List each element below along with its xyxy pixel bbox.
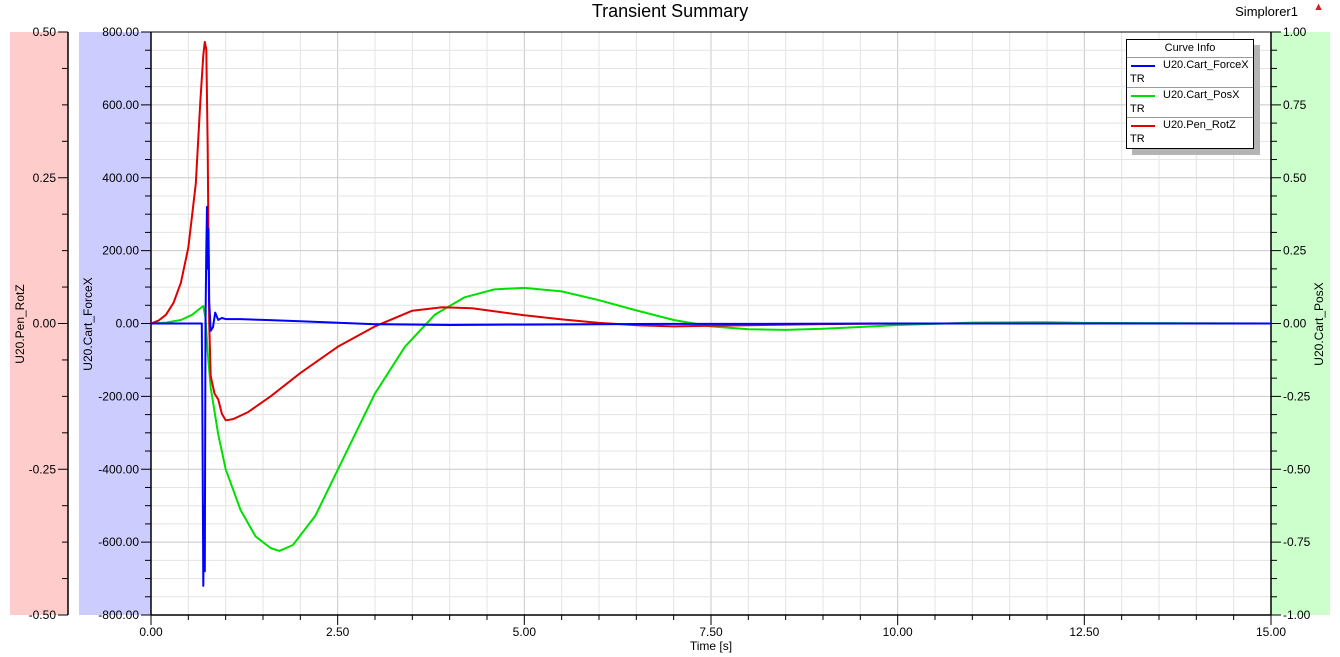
y-tick-label: -0.75 [1283, 535, 1311, 549]
x-tick-label: 0.00 [139, 625, 163, 639]
legend-item-sub: TR [1130, 103, 1145, 115]
legend-item-sub: TR [1130, 73, 1145, 85]
y-tick-label: -400.00 [98, 462, 139, 476]
y-tick-label: 1.00 [1283, 25, 1307, 39]
curve-info-legend[interactable]: Curve Info U20.Cart_ForceX TR U20.Cart_P… [1126, 39, 1254, 149]
forcex-axis-band [79, 32, 151, 615]
x-tick-label: 10.00 [883, 625, 913, 639]
y-tick-label: 0.00 [116, 317, 140, 331]
x-tick-label: 7.50 [699, 625, 723, 639]
y-tick-label: 600.00 [102, 98, 139, 112]
y-tick-label: -200.00 [98, 389, 139, 403]
legend-item-pen-rotz[interactable]: U20.Pen_RotZ TR [1127, 118, 1253, 148]
y-tick-label: 0.00 [33, 317, 57, 331]
y-tick-label: -1.00 [1283, 608, 1311, 622]
y-tick-label: 0.25 [33, 171, 57, 185]
legend-item-label: U20.Cart_ForceX [1163, 59, 1249, 71]
y-tick-label: -0.25 [29, 462, 57, 476]
y-tick-label: 0.25 [1283, 244, 1307, 258]
legend-item-label: U20.Cart_PosX [1163, 89, 1240, 101]
y-tick-label: -0.50 [29, 608, 57, 622]
y-tick-label: 400.00 [102, 171, 139, 185]
warning-triangle-icon[interactable]: ▲ [1313, 1, 1324, 13]
blue-line-swatch-icon [1131, 65, 1155, 67]
y-tick-label: -600.00 [98, 535, 139, 549]
y-tick-label: -800.00 [98, 608, 139, 622]
y-axis-title-forcex: U20.Cart_ForceX [81, 277, 95, 370]
chart-title: Transient Summary [591, 1, 749, 21]
y-axis-title-rotz: U20.Pen_RotZ [13, 284, 27, 363]
red-line-swatch-icon [1131, 125, 1155, 127]
green-line-swatch-icon [1131, 95, 1155, 97]
y-tick-label: 0.50 [1283, 171, 1307, 185]
y-tick-label: -0.50 [1283, 462, 1311, 476]
x-tick-label: 5.00 [513, 625, 537, 639]
legend-title: Curve Info [1127, 40, 1253, 58]
y-axis-title-posx: U20.Cart_PosX [1312, 282, 1326, 365]
y-tick-label: 0.50 [33, 25, 57, 39]
y-tick-label: 200.00 [102, 244, 139, 258]
legend-item-cart-forcex[interactable]: U20.Cart_ForceX TR [1127, 58, 1253, 88]
legend-item-sub: TR [1130, 133, 1145, 145]
curve-u20-cart-forcex [151, 205, 1271, 587]
y-tick-label: 0.75 [1283, 98, 1307, 112]
project-name: Simplorer1 [1235, 4, 1298, 19]
x-tick-label: 15.00 [1256, 625, 1286, 639]
curves [150, 40, 1272, 587]
x-tick-label: 12.50 [1069, 625, 1099, 639]
x-axis-title: Time [s] [690, 639, 732, 653]
x-tick-label: 2.50 [326, 625, 350, 639]
y-tick-label: 800.00 [102, 25, 139, 39]
legend-item-label: U20.Pen_RotZ [1163, 119, 1236, 131]
curve-u20-pen-rotz [150, 40, 1271, 422]
y-tick-label: 0.00 [1283, 317, 1307, 331]
axes: 0.50 0.25 0.00 -0.25 -0.50 800.00 600.00 400.00… [29, 25, 1311, 639]
legend-item-cart-posx[interactable]: U20.Cart_PosX TR [1127, 88, 1253, 118]
y-tick-label: -0.25 [1283, 389, 1311, 403]
